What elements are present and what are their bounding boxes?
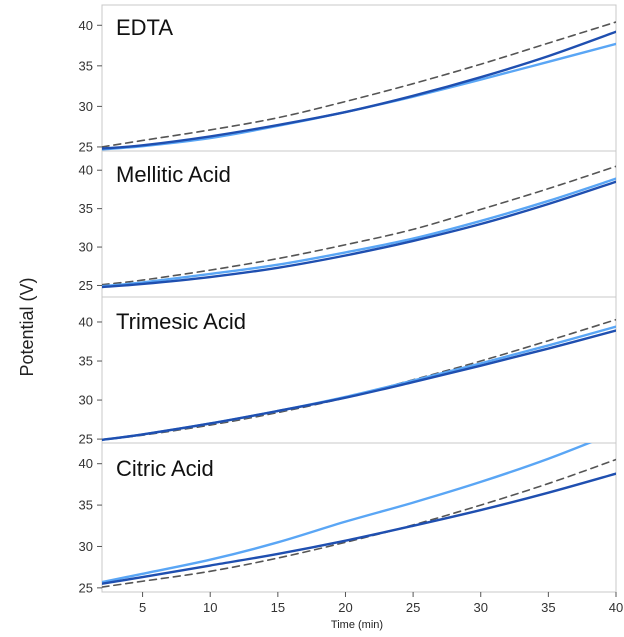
x-tick-label: 25	[406, 600, 420, 615]
y-tick-label: 30	[79, 240, 93, 255]
series-line-dashed	[102, 165, 616, 286]
series-group	[102, 318, 616, 442]
y-tick-label: 25	[79, 580, 93, 595]
y-tick-label: 40	[79, 18, 93, 33]
y-tick-label: 25	[79, 139, 93, 154]
panel-title: Trimesic Acid	[116, 309, 246, 334]
series-line-dark	[102, 180, 616, 289]
series-group	[102, 21, 616, 151]
x-tick-label: 15	[271, 600, 285, 615]
panel-frame	[101, 4, 617, 152]
x-axis-title: Time (min)	[331, 619, 383, 631]
y-tick-label: 25	[79, 278, 93, 293]
panel-3: 25 30 35 40 Trimesic Acid	[79, 296, 617, 447]
panel-title: Citric Acid	[116, 456, 214, 481]
series-line-dashed	[102, 21, 616, 148]
y-tick-label: 30	[79, 393, 93, 408]
series-group	[102, 443, 616, 588]
x-tick-label: 20	[338, 600, 352, 615]
x-tick-label: 30	[474, 600, 488, 615]
x-tick-label: 40	[609, 600, 623, 615]
panel-1: 25 30 35 40 EDTA	[79, 4, 617, 154]
x-tick-label: 5	[139, 600, 146, 615]
x-tick-label: 35	[541, 600, 555, 615]
y-tick-label: 40	[79, 163, 93, 178]
series-line-light	[102, 177, 616, 288]
y-tick-label: 25	[79, 432, 93, 447]
series-line-dashed	[102, 458, 616, 588]
panels: 25 30 35 40 EDTA 25 30 35 40 Mellitic Acid 25 30 35 4…	[79, 4, 623, 615]
y-axis-title: Potential (V)	[17, 277, 37, 376]
panel-title: EDTA	[116, 15, 173, 40]
y-tick-label: 40	[79, 456, 93, 471]
panel-4: 25 30 35 40 Citric Acid	[79, 442, 617, 595]
y-tick-label: 30	[79, 99, 93, 114]
y-tick-label: 35	[79, 354, 93, 369]
y-tick-label: 35	[79, 498, 93, 513]
y-tick-label: 30	[79, 539, 93, 554]
series-line-dashed	[102, 318, 616, 441]
x-axis: 5 10 15 20 25 30 35 40	[139, 592, 623, 615]
panel-title: Mellitic Acid	[116, 162, 231, 187]
y-tick-label: 35	[79, 201, 93, 216]
panel-frame	[101, 442, 617, 593]
series-line-dark	[102, 329, 616, 442]
series-line-dark	[102, 472, 616, 585]
x-tick-label: 10	[203, 600, 217, 615]
panel-2: 25 30 35 40 Mellitic Acid	[79, 150, 617, 298]
series-line-light	[102, 443, 593, 584]
series-group	[102, 165, 616, 289]
y-tick-label: 35	[79, 58, 93, 73]
series-line-dark	[102, 30, 616, 150]
y-tick-label: 40	[79, 314, 93, 329]
